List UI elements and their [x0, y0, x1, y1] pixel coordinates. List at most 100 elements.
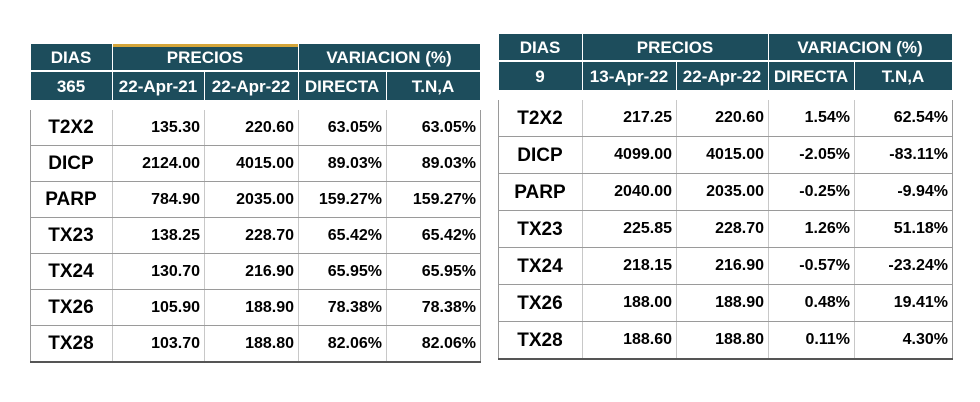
directa-value: 1.54% — [768, 100, 855, 137]
dias-header: DIAS — [30, 44, 113, 72]
price-1: 217.25 — [582, 100, 677, 137]
header-row-1: DIAS PRECIOS VARIACION (%) — [30, 44, 482, 72]
tna-value: 159.27% — [386, 181, 482, 218]
table-row: TX24 130.70 216.90 65.95% 65.95% — [30, 253, 482, 290]
variacion-header: VARIACION (%) — [297, 44, 482, 72]
table-row: TX23 225.85 228.70 1.26% 51.18% — [498, 210, 954, 248]
date1-header: 22-Apr-21 — [112, 71, 205, 100]
date2-header: 22-Apr-22 — [676, 61, 769, 90]
directa-value: 63.05% — [298, 110, 387, 146]
date2-header: 22-Apr-22 — [204, 71, 299, 100]
precios-header: PRECIOS — [582, 34, 769, 62]
tna-header: T.N,A — [853, 61, 954, 90]
table-row: T2X2 217.25 220.60 1.54% 62.54% — [498, 100, 954, 137]
header-row-2: 365 22-Apr-21 22-Apr-22 DIRECTA T.N,A — [30, 71, 482, 100]
bond-name: T2X2 — [498, 100, 583, 137]
tna-value: 4.30% — [854, 321, 954, 360]
price-1: 188.00 — [582, 284, 677, 322]
dias-header: DIAS — [498, 34, 583, 62]
directa-value: -2.05% — [768, 136, 855, 174]
price-2: 2035.00 — [676, 173, 769, 211]
price-2: 220.60 — [204, 110, 299, 146]
price-2: 188.90 — [204, 289, 299, 326]
price-1: 2040.00 — [582, 173, 677, 211]
bond-name: TX26 — [30, 289, 113, 326]
tna-value: -23.24% — [854, 247, 954, 285]
tna-value: 62.54% — [854, 100, 954, 137]
bond-name: TX26 — [498, 284, 583, 322]
bond-name: PARP — [498, 173, 583, 211]
price-2: 216.90 — [676, 247, 769, 285]
price-2: 220.60 — [676, 100, 769, 137]
tna-value: -9.94% — [854, 173, 954, 211]
directa-value: 65.42% — [298, 217, 387, 254]
table-row: TX28 103.70 188.80 82.06% 82.06% — [30, 325, 482, 363]
price-2: 188.80 — [204, 325, 299, 363]
directa-value: 82.06% — [298, 325, 387, 363]
price-2: 216.90 — [204, 253, 299, 290]
bond-name: DICP — [498, 136, 583, 174]
bond-name: T2X2 — [30, 110, 113, 146]
price-2: 188.90 — [676, 284, 769, 322]
table-row: DICP 4099.00 4015.00 -2.05% -83.11% — [498, 136, 954, 174]
directa-value: -0.25% — [768, 173, 855, 211]
price-1: 130.70 — [112, 253, 205, 290]
bond-name: TX28 — [30, 325, 113, 363]
table-row: TX26 188.00 188.90 0.48% 19.41% — [498, 284, 954, 322]
price-2: 4015.00 — [676, 136, 769, 174]
variacion-header: VARIACION (%) — [767, 34, 954, 62]
tna-value: 89.03% — [386, 145, 482, 182]
directa-value: 0.48% — [768, 284, 855, 322]
tna-value: 65.42% — [386, 217, 482, 254]
directa-value: 159.27% — [298, 181, 387, 218]
bond-name: TX24 — [30, 253, 113, 290]
price-1: 188.60 — [582, 321, 677, 360]
header-row-2: 9 13-Apr-22 22-Apr-22 DIRECTA T.N,A — [498, 61, 954, 90]
directa-value: -0.57% — [768, 247, 855, 285]
spacer-row — [30, 100, 481, 110]
bond-name: PARP — [30, 181, 113, 218]
bond-name: DICP — [30, 145, 113, 182]
bond-name: TX24 — [498, 247, 583, 285]
directa-header: DIRECTA — [768, 61, 855, 90]
tna-value: -83.11% — [854, 136, 954, 174]
table-row: PARP 2040.00 2035.00 -0.25% -9.94% — [498, 173, 954, 211]
tna-value: 63.05% — [386, 110, 482, 146]
price-1: 218.15 — [582, 247, 677, 285]
table-row: TX26 105.90 188.90 78.38% 78.38% — [30, 289, 482, 326]
directa-value: 78.38% — [298, 289, 387, 326]
table-row: TX23 138.25 228.70 65.42% 65.42% — [30, 217, 482, 254]
table-row: DICP 2124.00 4015.00 89.03% 89.03% — [30, 145, 482, 182]
price-1: 225.85 — [582, 210, 677, 248]
table-row: TX28 188.60 188.80 0.11% 4.30% — [498, 321, 954, 360]
days-value: 365 — [30, 71, 113, 100]
left-variation-table: DIAS PRECIOS VARIACION (%) 365 22-Apr-21… — [30, 44, 482, 363]
tna-value: 51.18% — [854, 210, 954, 248]
tna-value: 19.41% — [854, 284, 954, 322]
price-2: 4015.00 — [204, 145, 299, 182]
days-value: 9 — [498, 61, 583, 90]
directa-header: DIRECTA — [298, 71, 387, 100]
tna-value: 78.38% — [386, 289, 482, 326]
table-row: PARP 784.90 2035.00 159.27% 159.27% — [30, 181, 482, 218]
spacer-row — [498, 90, 953, 100]
bond-name: TX28 — [498, 321, 583, 360]
date1-header: 13-Apr-22 — [582, 61, 677, 90]
price-1: 2124.00 — [112, 145, 205, 182]
table-row: T2X2 135.30 220.60 63.05% 63.05% — [30, 110, 482, 146]
bond-name: TX23 — [30, 217, 113, 254]
price-1: 135.30 — [112, 110, 205, 146]
right-variation-table: DIAS PRECIOS VARIACION (%) 9 13-Apr-22 2… — [498, 34, 954, 360]
table-row: TX24 218.15 216.90 -0.57% -23.24% — [498, 247, 954, 285]
precios-header: PRECIOS — [112, 44, 299, 72]
bond-name: TX23 — [498, 210, 583, 248]
directa-value: 1.26% — [768, 210, 855, 248]
tna-header: T.N,A — [385, 71, 482, 100]
directa-value: 0.11% — [768, 321, 855, 360]
price-1: 784.90 — [112, 181, 205, 218]
price-2: 228.70 — [204, 217, 299, 254]
tna-value: 82.06% — [386, 325, 482, 363]
price-1: 105.90 — [112, 289, 205, 326]
price-2: 228.70 — [676, 210, 769, 248]
directa-value: 65.95% — [298, 253, 387, 290]
